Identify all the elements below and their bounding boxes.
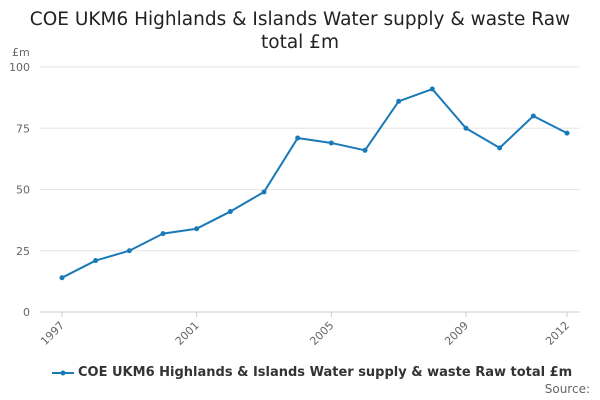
- data-point[interactable]: [93, 258, 99, 264]
- data-point[interactable]: [227, 209, 233, 215]
- data-point[interactable]: [295, 135, 301, 141]
- grid-lines: [40, 66, 580, 313]
- x-axis: 1997 2001 2005 2009 2012: [38, 311, 580, 348]
- x-tick-label: 2001: [173, 319, 202, 348]
- y-tick-label: 25: [16, 245, 30, 258]
- x-tick-label: 2005: [307, 319, 336, 348]
- chart-title: COE UKM6 Highlands & Islands Water suppl…: [0, 8, 600, 54]
- data-point[interactable]: [194, 226, 200, 232]
- y-axis-label: £m: [12, 46, 30, 59]
- y-tick-label: 75: [16, 122, 30, 135]
- series-line[interactable]: [61, 88, 568, 279]
- chart-title-line-2: total £m: [261, 32, 339, 53]
- data-point[interactable]: [497, 145, 503, 151]
- data-point[interactable]: [396, 98, 402, 104]
- y-axis: £m 0 25 50 75 100: [9, 46, 30, 319]
- legend-series-symbol: [52, 370, 74, 376]
- data-point[interactable]: [429, 86, 435, 92]
- series-layer: [59, 86, 570, 281]
- data-point[interactable]: [328, 140, 334, 146]
- x-tick-label: 2009: [442, 319, 471, 348]
- y-tick-label: 0: [23, 306, 30, 319]
- legend-series-label: COE UKM6 Highlands & Islands Water suppl…: [78, 365, 573, 380]
- legend[interactable]: COE UKM6 Highlands & Islands Water suppl…: [0, 364, 600, 384]
- y-tick-label: 50: [16, 184, 30, 197]
- data-point[interactable]: [463, 125, 469, 131]
- data-point[interactable]: [564, 130, 570, 136]
- data-point[interactable]: [261, 189, 267, 195]
- y-tick-label: 100: [9, 61, 30, 74]
- data-point[interactable]: [530, 113, 536, 119]
- chart-title-line-1: COE UKM6 Highlands & Islands Water suppl…: [29, 9, 571, 30]
- x-tick-label: 1997: [38, 319, 67, 348]
- data-point[interactable]: [160, 231, 166, 237]
- data-point[interactable]: [126, 248, 132, 254]
- source-label: Source:: [544, 382, 590, 396]
- x-tick-label: 2012: [543, 319, 572, 348]
- data-point[interactable]: [59, 275, 65, 281]
- data-point[interactable]: [362, 147, 368, 153]
